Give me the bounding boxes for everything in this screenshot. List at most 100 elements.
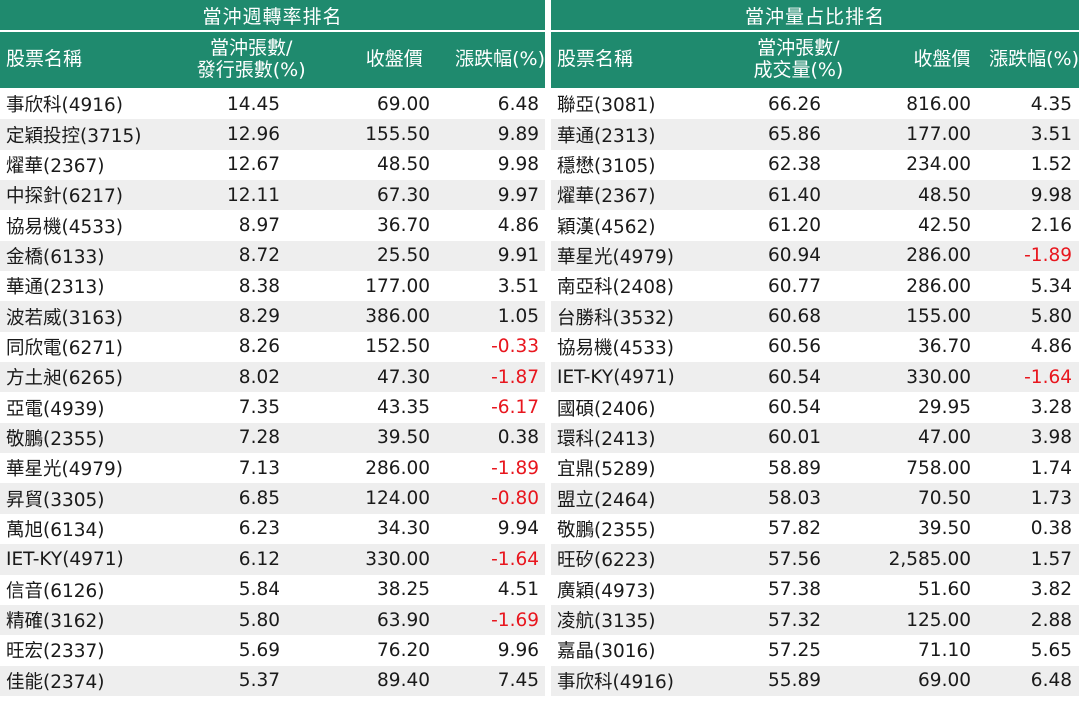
cell-change-pct: -1.69	[491, 609, 539, 631]
cell-stock-name: 宜鼎(5289)	[557, 459, 656, 481]
cell-change-pct: 4.35	[1030, 93, 1072, 115]
cell-close-price: 177.00	[365, 275, 430, 297]
cell-stock-name: IET-KY(4971)	[557, 366, 675, 388]
cell-stock-name: 敬鵬(2355)	[6, 428, 105, 450]
cell-ratio: 8.02	[238, 366, 280, 388]
cell-change-pct: 9.91	[497, 245, 539, 267]
table-body: 事欣科(4916) 14.45 69.00 6.48 定穎投控(3715) 12.96 15…	[0, 89, 545, 696]
cell-stock-name: 敬鵬(2355)	[557, 519, 656, 541]
header-change-pct: 漲跌幅(%)	[989, 48, 1079, 71]
cell-stock-name: 波若威(3163)	[6, 307, 124, 329]
table-row: 昇貿(3305) 6.85 124.00 -0.80	[0, 483, 545, 514]
cell-close-price: 286.00	[365, 457, 430, 479]
cell-change-pct: 9.98	[1030, 184, 1072, 206]
table-row: IET-KY(4971) 60.54 330.00 -1.64	[551, 362, 1079, 393]
cell-stock-name: 穎漢(4562)	[557, 216, 656, 238]
cell-close-price: 25.50	[377, 245, 430, 267]
cell-close-price: 42.50	[918, 215, 971, 237]
cell-change-pct: 5.34	[1030, 275, 1072, 297]
header-ratio-line2: 發行張數(%)	[196, 59, 306, 81]
cell-stock-name: 華星光(4979)	[557, 246, 675, 268]
table-row: 金橋(6133) 8.72 25.50 9.91	[0, 240, 545, 272]
table-row: 聯亞(3081) 66.26 816.00 4.35	[551, 89, 1079, 119]
table-title: 當沖週轉率排名	[0, 0, 545, 30]
cell-ratio: 8.26	[238, 336, 280, 358]
table-row: 南亞科(2408) 60.77 286.00 5.34	[551, 271, 1079, 301]
cell-change-pct: 4.86	[1030, 336, 1072, 358]
cell-ratio: 60.68	[768, 306, 821, 328]
cell-change-pct: 3.28	[1030, 397, 1072, 419]
table-row: 宜鼎(5289) 58.89 758.00 1.74	[551, 453, 1079, 483]
cell-stock-name: 華通(2313)	[557, 125, 656, 147]
cell-change-pct: 5.80	[1030, 306, 1072, 328]
cell-close-price: 330.00	[906, 366, 971, 388]
cell-close-price: 286.00	[906, 275, 971, 297]
cell-ratio: 60.94	[768, 245, 821, 267]
cell-stock-name: 同欣電(6271)	[6, 337, 124, 359]
table-row: 廣穎(4973) 57.38 51.60 3.82	[551, 575, 1079, 605]
cell-ratio: 14.45	[227, 93, 280, 115]
cell-ratio: 62.38	[768, 154, 821, 176]
cell-ratio: 8.29	[238, 306, 280, 328]
cell-ratio: 60.01	[768, 427, 821, 449]
cell-close-price: 47.00	[918, 427, 971, 449]
table-row: 穩懋(3105) 62.38 234.00 1.52	[551, 150, 1079, 180]
table-row: 華通(2313) 8.38 177.00 3.51	[0, 271, 545, 301]
table-header: 股票名稱 當沖張數/ 發行張數(%) 收盤價 漲跌幅(%)	[0, 32, 545, 88]
cell-stock-name: 萬旭(6134)	[6, 519, 105, 541]
table-row: 嘉晶(3016) 57.25 71.10 5.65	[551, 635, 1079, 665]
cell-ratio: 12.67	[227, 154, 280, 176]
cell-stock-name: 中探針(6217)	[6, 186, 124, 208]
cell-ratio: 6.23	[238, 518, 280, 540]
cell-ratio: 61.40	[768, 184, 821, 206]
cell-ratio: 6.85	[238, 488, 280, 510]
cell-close-price: 330.00	[365, 548, 430, 570]
cell-ratio: 8.97	[238, 215, 280, 237]
cell-change-pct: 9.96	[497, 639, 539, 661]
cell-stock-name: 華星光(4979)	[6, 459, 124, 481]
cell-close-price: 36.70	[377, 215, 430, 237]
table-row: 事欣科(4916) 14.45 69.00 6.48	[0, 89, 545, 119]
cell-close-price: 63.90	[377, 609, 430, 631]
cell-close-price: 48.50	[918, 184, 971, 206]
header-stock-name: 股票名稱	[6, 48, 83, 71]
cell-ratio: 65.86	[768, 124, 821, 146]
day-trade-turnover-table: 當沖週轉率排名 股票名稱 當沖張數/ 發行張數(%) 收盤價 漲跌幅(%) 事欣…	[0, 0, 545, 696]
cell-stock-name: 台勝科(3532)	[557, 307, 675, 329]
cell-close-price: 286.00	[906, 245, 971, 267]
cell-change-pct: -1.64	[491, 548, 539, 570]
cell-stock-name: 金橋(6133)	[6, 246, 105, 268]
cell-change-pct: 0.38	[497, 427, 539, 449]
cell-stock-name: 事欣科(4916)	[6, 95, 124, 117]
cell-change-pct: 2.88	[1030, 609, 1072, 631]
header-ratio: 當沖張數/ 發行張數(%)	[169, 37, 313, 82]
cell-ratio: 58.03	[768, 488, 821, 510]
cell-stock-name: 定穎投控(3715)	[6, 125, 142, 147]
cell-change-pct: 3.82	[1030, 579, 1072, 601]
cell-stock-name: 亞電(4939)	[6, 398, 105, 420]
cell-stock-name: 穩懋(3105)	[557, 155, 656, 177]
cell-change-pct: 2.16	[1030, 215, 1072, 237]
cell-stock-name: 廣穎(4973)	[557, 580, 656, 602]
cell-close-price: 29.95	[918, 397, 971, 419]
cell-ratio: 8.72	[238, 245, 280, 267]
cell-stock-name: 佳能(2374)	[6, 671, 105, 693]
cell-stock-name: 信音(6126)	[6, 580, 105, 602]
cell-change-pct: -6.17	[491, 397, 539, 419]
cell-change-pct: 3.51	[1030, 124, 1072, 146]
cell-change-pct: 4.86	[497, 215, 539, 237]
cell-ratio: 57.25	[768, 639, 821, 661]
cell-close-price: 69.00	[377, 93, 430, 115]
cell-ratio: 55.89	[768, 670, 821, 692]
cell-close-price: 89.40	[377, 670, 430, 692]
cell-stock-name: 環科(2413)	[557, 428, 656, 450]
cell-ratio: 5.80	[238, 609, 280, 631]
cell-stock-name: 國碩(2406)	[557, 398, 656, 420]
cell-ratio: 5.84	[238, 579, 280, 601]
cell-stock-name: 南亞科(2408)	[557, 277, 675, 299]
cell-change-pct: -1.89	[491, 457, 539, 479]
cell-stock-name: 協易機(4533)	[557, 337, 675, 359]
table-row: 定穎投控(3715) 12.96 155.50 9.89	[0, 119, 545, 150]
cell-close-price: 39.50	[377, 427, 430, 449]
cell-change-pct: -0.33	[491, 336, 539, 358]
